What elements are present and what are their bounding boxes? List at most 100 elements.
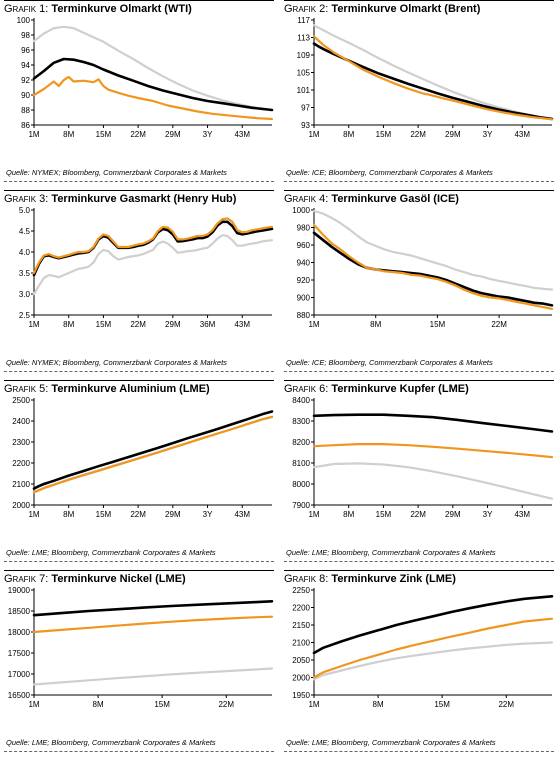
y-tick-label: 90 <box>21 91 30 100</box>
y-tick-label: 92 <box>21 76 30 85</box>
top-rule <box>284 570 554 571</box>
y-tick-label: 2250 <box>292 586 310 595</box>
chart-title-text: Terminkurve Aluminium (LME) <box>48 383 210 395</box>
x-tick-label: 8M <box>93 700 104 709</box>
series-line-vor-einer-woche <box>32 410 274 490</box>
y-tick-label: 920 <box>297 276 311 285</box>
series-line-aktuell <box>32 217 274 275</box>
x-tick-label: 29M <box>445 510 461 519</box>
y-tick-label: 16500 <box>8 691 31 700</box>
chart-number: Grafik 4: <box>284 193 329 205</box>
x-tick-label: 43M <box>234 320 250 329</box>
y-tick-label: 109 <box>297 51 311 60</box>
series-line-aktuell <box>312 442 554 459</box>
y-tick-label: 960 <box>297 241 311 250</box>
series-line-aktuell <box>312 35 554 121</box>
chart-title: Grafik 4: Terminkurve Gasöl (ICE) <box>284 193 459 205</box>
chart-svg: 93 97 101 105 109 113 117 1M 8M 15M 22M 29M 3Y 43M akt… <box>297 16 554 150</box>
chart-panel-4: Grafik 4: Terminkurve Gasöl (ICE) 880 900 9… <box>284 190 554 380</box>
series-line-vor-einem-monat <box>32 25 274 112</box>
chart-svg: 86 88 90 92 94 96 98 100 1M 8M 15M 22M 29M 3Y 43M aktue… <box>17 16 274 150</box>
chart-panel-1: Grafik 1: Terminkurve Olmarkt (WTI) 86 88 9… <box>4 0 274 190</box>
chart-svg: 2000 2100 2200 2300 2400 2500 1M 8M 15M 22M 29M 3Y 4… <box>12 396 274 530</box>
series-line-aktuell <box>312 223 554 311</box>
chart-panel-7: Grafik 7: Terminkurve Nickel (LME) 16500 1… <box>4 570 274 760</box>
chart-number: Grafik 6: <box>284 383 329 395</box>
y-tick-label: 880 <box>297 311 311 320</box>
series-line-aktuell <box>32 75 274 121</box>
chart-number: Grafik 5: <box>4 383 49 395</box>
x-tick-label: 22M <box>130 510 146 519</box>
y-tick-label: 2300 <box>12 438 30 447</box>
x-tick-label: 15M <box>96 320 112 329</box>
chart-number: Grafik 7: <box>4 573 49 585</box>
legend-label: vor einer Woche <box>390 339 449 340</box>
y-tick-label: 97 <box>301 104 310 113</box>
series-line-vor-einer-woche <box>312 231 554 307</box>
x-tick-label: 22M <box>498 700 514 709</box>
legend-label: vor einer Woche <box>390 149 449 150</box>
y-tick-label: 2500 <box>12 396 30 405</box>
x-tick-label: 15M <box>96 130 112 139</box>
chart-title: Grafik 2: Terminkurve Olmarkt (Brent) <box>284 3 480 15</box>
x-tick-label: 22M <box>130 130 146 139</box>
bottom-rule <box>4 751 274 752</box>
chart-svg: 880 900 920 940 960 980 1000 1M 8M 15M 22M aktuell v… <box>292 206 554 340</box>
y-tick-label: 94 <box>21 61 30 70</box>
x-tick-label: 8M <box>370 320 381 329</box>
y-tick-label: 2050 <box>292 656 310 665</box>
legend-label: aktuell <box>308 719 331 720</box>
y-tick-label: 2200 <box>12 459 30 468</box>
bottom-rule <box>284 181 554 182</box>
x-tick-label: 15M <box>376 130 392 139</box>
y-tick-label: 98 <box>21 31 30 40</box>
y-tick-label: 18000 <box>8 628 31 637</box>
x-tick-label: 43M <box>514 510 530 519</box>
y-tick-label: 4.5 <box>19 227 31 236</box>
y-tick-label: 3.0 <box>19 290 31 299</box>
y-tick-label: 8200 <box>292 438 310 447</box>
x-tick-label: 1M <box>308 130 319 139</box>
legend-label: vor einem Monat <box>482 719 542 720</box>
y-tick-label: 2.5 <box>19 311 31 320</box>
chart-title: Grafik 1: Terminkurve Olmarkt (WTI) <box>4 3 192 15</box>
x-tick-label: 22M <box>410 130 426 139</box>
x-tick-label: 3Y <box>203 510 213 519</box>
x-tick-label: 3Y <box>483 510 493 519</box>
series-line-vor-einer-woche <box>312 413 554 433</box>
chart-title-text: Terminkurve Kupfer (LME) <box>328 383 469 395</box>
y-tick-label: 18500 <box>8 607 31 616</box>
y-tick-label: 900 <box>297 294 311 303</box>
chart-title-text: Terminkurve Gasmarkt (Henry Hub) <box>48 193 237 205</box>
bottom-rule <box>284 751 554 752</box>
chart-number: Grafik 2: <box>284 3 329 15</box>
y-tick-label: 8400 <box>292 396 310 405</box>
chart-title: Grafik 5: Terminkurve Aluminium (LME) <box>4 383 210 395</box>
legend-label: aktuell <box>308 529 331 530</box>
y-tick-label: 8100 <box>292 459 310 468</box>
chart-panel-3: Grafik 3: Terminkurve Gasmarkt (Henry Hu… <box>4 190 274 380</box>
chart-svg: 2.5 3.0 3.5 4.0 4.5 5.0 1M 8M 15M 22M 29M 36M 43M akt… <box>19 206 274 340</box>
legend-label: vor einer Woche <box>390 719 449 720</box>
x-tick-label: 15M <box>430 320 446 329</box>
y-tick-label: 17500 <box>8 649 31 658</box>
x-tick-label: 8M <box>343 510 354 519</box>
y-tick-label: 4.0 <box>19 248 31 257</box>
x-tick-label: 29M <box>165 130 181 139</box>
y-tick-label: 7900 <box>292 501 310 510</box>
chart-panel-2: Grafik 2: Terminkurve Olmarkt (Brent) 93 9… <box>284 0 554 190</box>
x-tick-label: 22M <box>218 700 234 709</box>
x-tick-label: 8M <box>63 130 74 139</box>
bottom-rule <box>284 371 554 372</box>
legend-label: aktuell <box>28 529 51 530</box>
top-rule <box>284 190 554 191</box>
chart-number: Grafik 8: <box>284 573 329 585</box>
x-tick-label: 8M <box>63 510 74 519</box>
y-tick-label: 96 <box>21 46 30 55</box>
y-tick-label: 88 <box>21 106 30 115</box>
chart-number: Grafik 1: <box>4 3 49 15</box>
legend-label: vor einem Monat <box>482 149 542 150</box>
chart-source: Quelle: LME; Bloomberg, Commerzbank Corp… <box>6 738 216 747</box>
x-tick-label: 22M <box>410 510 426 519</box>
y-tick-label: 5.0 <box>19 206 31 215</box>
